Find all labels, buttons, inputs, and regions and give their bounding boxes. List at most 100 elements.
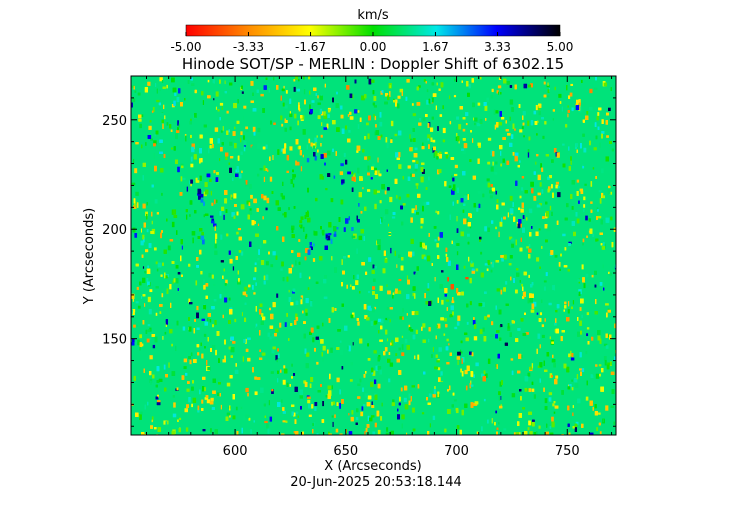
heatmap-cell — [444, 317, 447, 322]
heatmap-cell — [282, 213, 284, 216]
heatmap-cell — [260, 260, 265, 266]
heatmap-cell — [341, 179, 345, 184]
heatmap-cell — [473, 117, 476, 121]
heatmap-cell — [399, 316, 403, 320]
heatmap-cell — [586, 312, 590, 316]
heatmap-cell — [253, 292, 256, 295]
heatmap-cell — [264, 168, 268, 171]
heatmap-cell — [298, 108, 301, 112]
heatmap-cell — [203, 284, 206, 290]
heatmap-cell — [428, 393, 432, 398]
heatmap-cell — [404, 338, 408, 344]
heatmap-cell — [422, 142, 424, 146]
heatmap-cell — [154, 247, 157, 251]
heatmap-cell — [428, 327, 431, 332]
heatmap-cell — [240, 251, 244, 256]
heatmap-cell — [148, 125, 152, 130]
heatmap-cell — [368, 290, 371, 294]
heatmap-cell — [241, 170, 243, 173]
heatmap-cell — [602, 264, 604, 269]
heatmap-cell — [591, 274, 594, 278]
heatmap-cell — [197, 193, 201, 196]
heatmap-cell — [269, 336, 272, 340]
heatmap-cell — [456, 425, 460, 430]
heatmap-cell — [529, 431, 533, 435]
heatmap-cell — [293, 79, 296, 82]
heatmap-cell — [289, 111, 292, 115]
heatmap-cell — [379, 121, 383, 127]
heatmap-cell — [463, 265, 466, 269]
heatmap-cell — [437, 169, 440, 175]
heatmap-cell — [163, 104, 165, 110]
heatmap-cell — [474, 122, 476, 126]
heatmap-cell — [519, 432, 521, 435]
heatmap-cell — [331, 256, 333, 261]
heatmap-cell — [541, 324, 545, 328]
heatmap-cell — [427, 138, 430, 141]
heatmap-cell — [531, 388, 535, 392]
heatmap-cell — [330, 198, 334, 203]
heatmap-cell — [159, 89, 161, 92]
heatmap-cell — [535, 105, 538, 111]
heatmap-cell — [298, 78, 300, 82]
heatmap-cell — [259, 168, 263, 171]
heatmap-cell — [421, 169, 425, 174]
heatmap-cell — [213, 284, 216, 287]
heatmap-cell — [215, 106, 218, 110]
heatmap-cell — [357, 321, 360, 326]
heatmap-cell — [164, 331, 167, 335]
heatmap-cell — [186, 214, 188, 220]
heatmap-cell — [445, 155, 449, 159]
heatmap-cell — [247, 357, 251, 362]
heatmap-cell — [414, 355, 416, 360]
heatmap-cell — [148, 308, 152, 315]
heatmap-cell — [572, 405, 574, 409]
heatmap-cell — [459, 351, 463, 354]
heatmap-cell — [457, 315, 461, 321]
heatmap-cell — [584, 183, 587, 186]
heatmap-cell — [364, 136, 367, 140]
heatmap-cell — [464, 369, 468, 375]
heatmap-cell — [396, 264, 398, 268]
heatmap-cell — [603, 343, 608, 347]
heatmap-cell — [243, 105, 247, 109]
heatmap-cell — [347, 114, 350, 117]
heatmap-cell — [339, 171, 344, 176]
heatmap-cell — [505, 281, 508, 285]
heatmap-cell — [397, 152, 401, 158]
heatmap-cell — [568, 301, 570, 307]
heatmap-cell — [234, 318, 237, 323]
heatmap-cell — [336, 377, 340, 383]
heatmap-cell — [162, 336, 164, 340]
heatmap-cell — [385, 432, 389, 435]
heatmap-cell — [190, 156, 193, 162]
heatmap-cell — [409, 134, 411, 139]
heatmap-cell — [593, 147, 597, 151]
heatmap-cell — [241, 91, 244, 94]
heatmap-cell — [237, 228, 242, 231]
heatmap-cell — [388, 378, 391, 383]
heatmap-cell — [208, 272, 212, 278]
heatmap-cell — [272, 346, 276, 350]
heatmap-cell — [380, 90, 383, 95]
heatmap-cell — [184, 408, 188, 413]
heatmap-cell — [487, 358, 491, 364]
heatmap-cell — [586, 327, 590, 330]
heatmap-cell — [280, 268, 283, 271]
heatmap-cell — [400, 387, 403, 392]
heatmap-cell — [201, 231, 204, 238]
heatmap-cell — [312, 423, 315, 426]
heatmap-cell — [566, 361, 568, 364]
heatmap-cell — [192, 397, 197, 403]
heatmap-cell — [240, 406, 243, 410]
heatmap-cell — [490, 166, 494, 172]
heatmap-cell — [583, 204, 586, 208]
heatmap-cell — [262, 216, 264, 220]
heatmap-cell — [465, 123, 468, 126]
heatmap-cell — [149, 289, 153, 293]
heatmap-cell — [567, 105, 569, 108]
heatmap-cell — [372, 286, 376, 290]
heatmap-cell — [377, 244, 381, 251]
heatmap-cell — [599, 282, 603, 286]
heatmap-cell — [352, 94, 354, 100]
